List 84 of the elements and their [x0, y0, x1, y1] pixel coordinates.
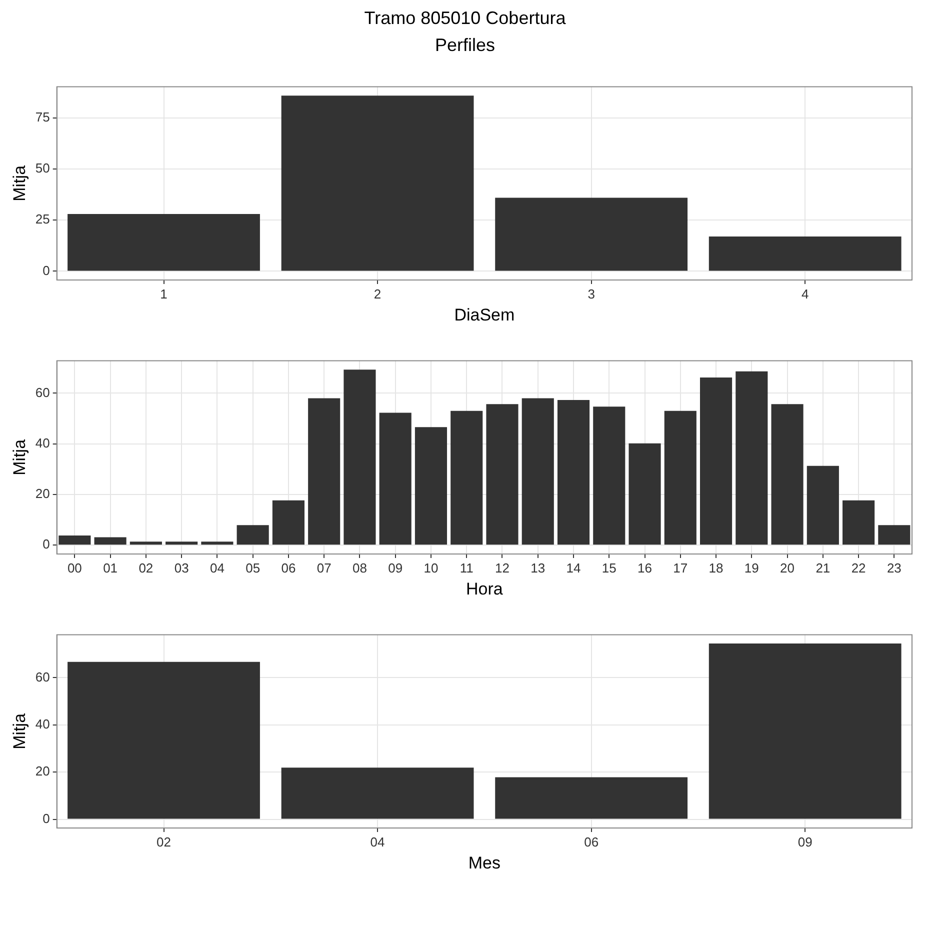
y-tick-label: 60 — [35, 384, 50, 400]
bar — [344, 370, 376, 545]
x-tick-label: 08 — [352, 560, 367, 576]
x-tick-label: 15 — [602, 560, 616, 576]
bar — [806, 466, 839, 545]
y-axis-title: Mitja — [10, 438, 29, 476]
y-tick-label: 75 — [35, 110, 50, 125]
bar — [68, 214, 260, 271]
x-tick-label: 03 — [174, 560, 189, 576]
y-tick-label: 20 — [35, 764, 50, 779]
bar — [736, 371, 768, 545]
x-tick-label: 20 — [780, 560, 795, 576]
bar — [495, 777, 688, 819]
x-tick-label: 06 — [281, 560, 296, 576]
chart-subtitle: Perfiles — [434, 35, 496, 56]
bar — [272, 500, 304, 545]
y-tick-label: 0 — [42, 810, 50, 826]
x-tick-label: 09 — [388, 560, 403, 576]
y-tick-label: 20 — [35, 486, 50, 502]
y-tick-label: 40 — [35, 435, 50, 450]
bar — [201, 542, 234, 545]
x-tick-label: 10 — [424, 560, 438, 576]
bar — [878, 525, 910, 545]
x-tick-label: 09 — [798, 834, 812, 850]
bar — [700, 378, 732, 545]
bar — [281, 768, 474, 819]
x-tick-label: 19 — [744, 560, 759, 576]
bar — [281, 96, 474, 271]
y-tick-label: 40 — [35, 716, 50, 732]
bar — [58, 536, 91, 545]
x-tick-label: 04 — [370, 834, 385, 850]
x-tick-label: 02 — [156, 834, 171, 850]
y-axis-title: Mitja — [10, 164, 29, 202]
x-tick-label: 04 — [210, 560, 224, 576]
bar — [628, 443, 661, 545]
y-axis-title: Mitja — [10, 712, 29, 750]
bar — [379, 412, 412, 545]
x-tick-label: 4 — [801, 286, 809, 302]
x-tick-label: 13 — [530, 560, 546, 576]
y-tick-label: 50 — [35, 160, 50, 176]
x-tick-label: 16 — [638, 560, 652, 576]
bar — [593, 406, 626, 545]
bar — [495, 198, 688, 271]
bar — [842, 500, 875, 545]
x-tick-label: 12 — [495, 560, 510, 576]
bar — [308, 398, 340, 545]
bar — [557, 400, 590, 545]
x-tick-label: 23 — [886, 560, 902, 576]
bar — [522, 398, 554, 545]
bar — [450, 410, 483, 545]
y-tick-label: 0 — [42, 262, 50, 278]
x-axis-title: Mes — [468, 853, 500, 872]
bar — [708, 236, 902, 271]
bar — [708, 644, 902, 819]
bar — [771, 404, 804, 545]
x-tick-label: 02 — [138, 560, 154, 576]
y-tick-label: 0 — [42, 536, 50, 552]
x-axis-title: Hora — [466, 579, 504, 598]
x-tick-label: 22 — [851, 560, 866, 576]
x-tick-label: 3 — [588, 286, 595, 302]
bar — [166, 542, 198, 545]
bar — [414, 427, 448, 545]
x-axis-title: DiaSem — [454, 305, 515, 324]
x-tick-label: 07 — [316, 560, 332, 576]
bar — [664, 410, 696, 545]
bar — [486, 404, 518, 545]
x-tick-label: 14 — [566, 560, 581, 576]
x-tick-label: 00 — [67, 560, 82, 576]
bar — [236, 525, 269, 545]
x-tick-label: 11 — [460, 560, 474, 576]
x-tick-label: 01 — [103, 560, 118, 576]
bar — [94, 537, 126, 545]
x-tick-label: 2 — [374, 286, 382, 302]
chart-title: Tramo 805010 Cobertura — [363, 8, 567, 29]
x-tick-label: 18 — [708, 560, 724, 576]
bar — [68, 662, 260, 819]
x-tick-label: 17 — [673, 560, 688, 576]
x-tick-label: 1 — [160, 286, 168, 302]
x-tick-label: 06 — [584, 834, 599, 850]
x-tick-label: 05 — [246, 560, 260, 576]
y-tick-label: 60 — [35, 669, 50, 684]
bar — [130, 542, 162, 545]
y-tick-label: 25 — [35, 212, 50, 227]
x-tick-label: 21 — [816, 560, 830, 576]
